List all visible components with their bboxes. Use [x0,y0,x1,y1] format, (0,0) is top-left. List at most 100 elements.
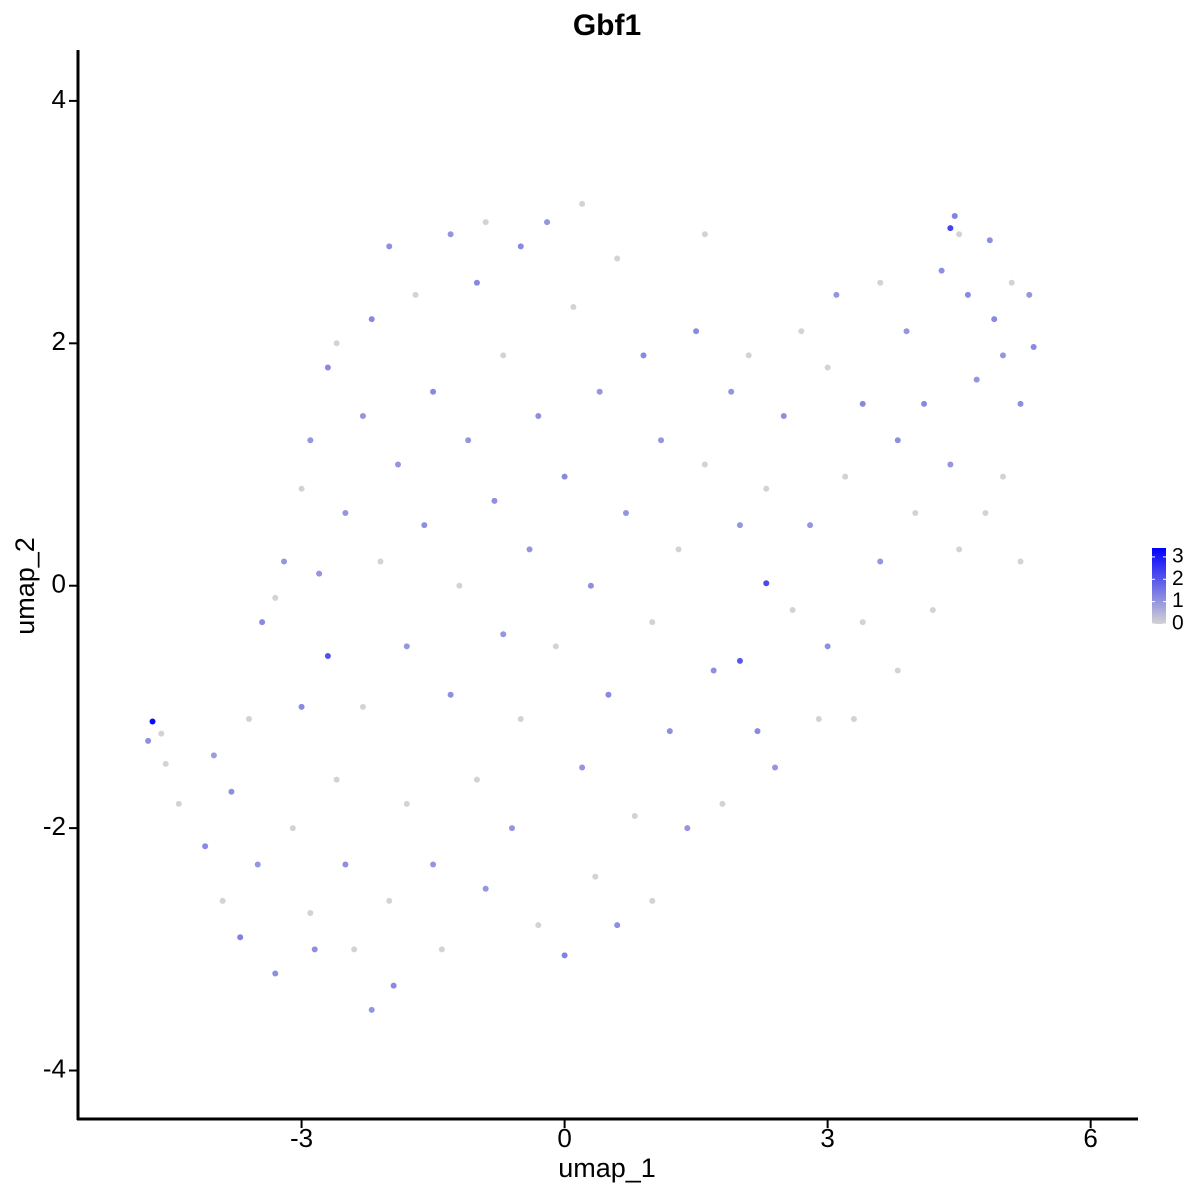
point [815,716,822,723]
point [710,667,717,674]
point [605,691,612,698]
point [145,737,152,744]
point [763,485,770,492]
point [324,653,331,660]
point [456,582,463,589]
point [473,279,480,286]
point [535,413,542,420]
point [395,461,402,468]
point [1017,400,1024,407]
point [517,716,524,723]
point [202,843,209,850]
point [570,303,577,310]
point [596,388,603,395]
point [210,752,217,759]
point [438,946,445,953]
point [1030,343,1037,350]
point [999,352,1006,359]
point [1017,558,1024,565]
point [789,606,796,613]
point [973,376,980,383]
point [473,776,480,783]
point [929,606,936,613]
point [780,413,787,420]
point [491,497,498,504]
point [500,352,507,359]
point [421,522,428,529]
point [658,437,665,444]
point [850,716,857,723]
point [298,485,305,492]
point [333,340,340,347]
point [824,364,831,371]
point [728,388,735,395]
point [807,522,814,529]
point [259,619,266,626]
point [666,728,673,735]
point [377,558,384,565]
point [745,352,752,359]
x-axis-label: umap_1 [558,1153,656,1183]
point [342,861,349,868]
point [149,718,156,725]
point [289,825,296,832]
point [482,885,489,892]
point [333,776,340,783]
point [631,812,638,819]
point [912,509,919,516]
point [386,897,393,904]
point [359,703,366,710]
point [999,473,1006,480]
point [1026,291,1033,298]
x-tick-label: 0 [557,1123,571,1153]
point [772,764,779,771]
point [877,279,884,286]
point [842,473,849,480]
point [614,922,621,929]
point [351,946,358,953]
point [175,800,182,807]
x-tick-label: 6 [1083,1123,1097,1153]
point [719,800,726,807]
point [412,291,419,298]
point [579,200,586,207]
point [526,546,533,553]
point [316,570,323,577]
y-tick-label: 2 [52,326,66,356]
y-tick-label: 0 [52,569,66,599]
point [991,316,998,323]
point [307,909,314,916]
colorbar-label: 2 [1172,567,1184,590]
point [947,461,954,468]
point [272,970,279,977]
point [693,328,700,335]
point [272,594,279,601]
point [517,243,524,250]
point [508,825,515,832]
point [359,413,366,420]
point [649,619,656,626]
point [701,461,708,468]
point [964,291,971,298]
point [587,582,594,589]
point [798,328,805,335]
point [833,291,840,298]
point [640,352,647,359]
point [947,225,954,232]
point [736,522,743,529]
colorbar [1152,548,1166,624]
x-tick-label: -3 [290,1123,313,1153]
y-tick-label: 4 [52,84,66,114]
point [938,267,945,274]
point [754,728,761,735]
point [368,1006,375,1013]
point [903,328,910,335]
point [237,934,244,941]
point [877,558,884,565]
point [447,691,454,698]
point [254,861,261,868]
point [482,219,489,226]
point [311,946,318,953]
point [430,861,437,868]
